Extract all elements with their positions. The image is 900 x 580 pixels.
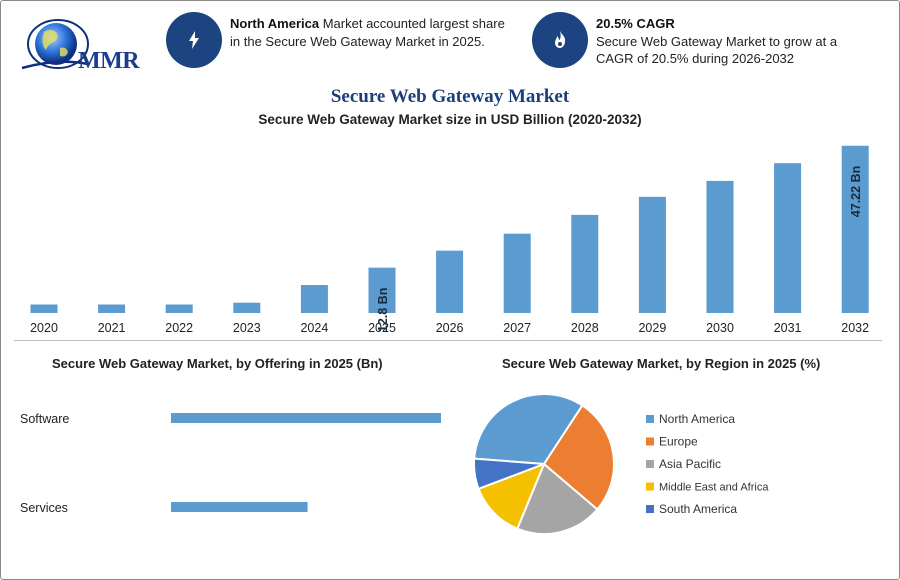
- highlight-body: Market accounted largest share in the Se…: [230, 16, 505, 49]
- offering-label: Services: [20, 501, 68, 515]
- bar-2026: [436, 250, 464, 313]
- legend-swatch: [646, 415, 654, 423]
- bar-2032: [841, 145, 869, 313]
- highlight-bold: 20.5% CAGR: [596, 16, 675, 31]
- mmr-logo: MMR: [18, 18, 140, 76]
- bar-chart-title: Secure Web Gateway Market size in USD Bi…: [258, 112, 642, 127]
- lightning-icon: [189, 31, 199, 49]
- x-tick-label: 2020: [30, 321, 58, 335]
- x-tick-label: 2029: [638, 321, 666, 335]
- offering-label: Software: [20, 412, 69, 426]
- legend-label: Europe: [659, 435, 698, 449]
- x-tick-label: 2023: [233, 321, 261, 335]
- x-tick-label: 2022: [165, 321, 193, 335]
- section-divider: [14, 340, 882, 341]
- logo-text: MMR: [78, 48, 140, 74]
- bar-2029: [638, 196, 666, 313]
- legend-label: Asia Pacific: [659, 457, 721, 471]
- x-tick-label: 2026: [436, 321, 464, 335]
- x-tick-label: 2024: [300, 321, 328, 335]
- page-title: Secure Web Gateway Market: [330, 86, 570, 107]
- region-chart-title: Secure Web Gateway Market, by Region in …: [502, 356, 821, 371]
- legend-label: South America: [659, 502, 737, 516]
- highlight-icon-circle: [166, 12, 222, 68]
- globe-icon: [21, 19, 89, 70]
- bar-2022: [165, 304, 193, 313]
- legend-label: Middle East and Africa: [659, 482, 769, 494]
- legend-swatch: [646, 505, 654, 513]
- legend-swatch: [646, 460, 654, 468]
- x-tick-label: 2021: [98, 321, 126, 335]
- bar-data-label: 12.8 Bn: [376, 288, 390, 332]
- x-tick-label: 2031: [774, 321, 802, 335]
- x-tick-label: 2030: [706, 321, 734, 335]
- bar-2031: [774, 163, 802, 313]
- x-tick-label: 2028: [571, 321, 599, 335]
- x-tick-label: 2032: [841, 321, 869, 335]
- region-pie-chart: North America Europe Asia Pacific Middle Ea…: [473, 393, 769, 535]
- highlight-cagr: 20.5% CAGR Secure Web Gateway Market to …: [532, 12, 872, 74]
- x-tick-label: 2027: [503, 321, 531, 335]
- bar-2024: [300, 285, 328, 313]
- bar-data-label: 47.22 Bn: [849, 166, 863, 217]
- offering-bar-services: [171, 502, 308, 512]
- offering-chart-title: Secure Web Gateway Market, by Offering i…: [52, 356, 383, 371]
- pie-slice-europe: [542, 404, 615, 511]
- x-tick-label: 2025: [368, 321, 396, 335]
- offering-bar-software: [171, 413, 441, 423]
- bar-2021: [98, 304, 126, 313]
- bar-2028: [571, 214, 599, 313]
- offering-bar-chart: Software Services: [20, 412, 441, 515]
- bar-2020: [30, 304, 58, 313]
- highlight-body: Secure Web Gateway Market to grow at a C…: [596, 33, 838, 67]
- highlight-icon-circle: [532, 12, 588, 68]
- legend-swatch: [646, 482, 654, 491]
- highlight-text: North America Market accounted largest s…: [230, 15, 506, 50]
- bar-2027: [503, 233, 531, 313]
- highlight-north-america: North America Market accounted largest s…: [166, 12, 506, 74]
- highlight-bold: North America: [230, 16, 320, 31]
- pie-slice-south-america: [473, 457, 545, 491]
- highlight-text: 20.5% CAGR Secure Web Gateway Market to …: [596, 15, 866, 68]
- pie-slice-middle-east-and-africa: [477, 462, 546, 531]
- bar-2030: [706, 180, 734, 313]
- legend-label: North America: [659, 412, 735, 426]
- legend-swatch: [646, 437, 654, 446]
- flame-icon: [555, 31, 566, 48]
- bar-2025: [368, 267, 396, 313]
- bar-2023: [233, 302, 261, 313]
